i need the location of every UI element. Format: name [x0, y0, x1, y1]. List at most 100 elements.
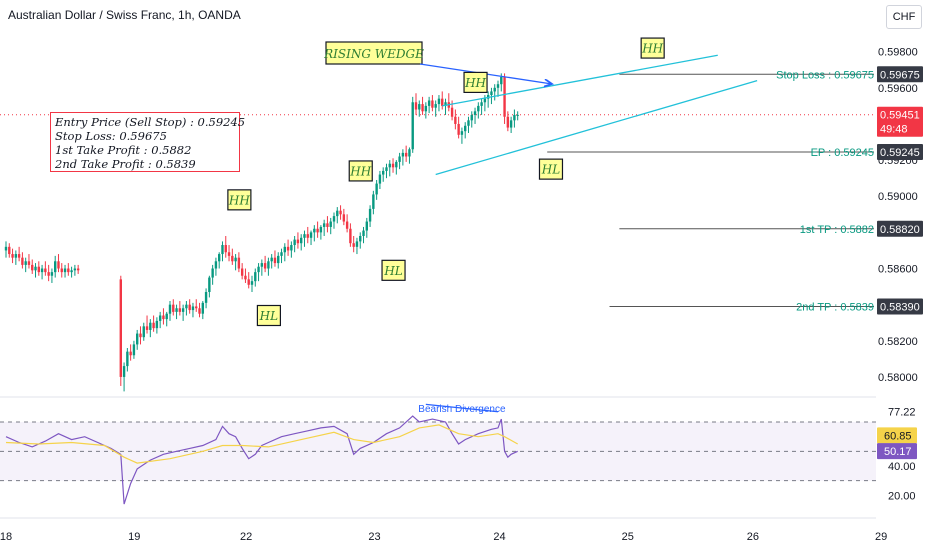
pattern-label: HH: [228, 193, 250, 207]
candle: [257, 266, 260, 273]
pattern-label: HH: [641, 42, 663, 56]
candle: [441, 98, 444, 106]
candle: [293, 239, 296, 246]
symbol-title: Australian Dollar / Swiss Franc, 1h, OAN…: [8, 8, 241, 22]
price-tick-label: 0.58600: [878, 264, 918, 276]
candle: [313, 228, 316, 233]
rsi-badge-label: 50.17: [884, 446, 912, 458]
candle: [303, 234, 306, 238]
candle: [188, 304, 191, 311]
candle: [149, 322, 152, 330]
candle: [418, 104, 421, 110]
candle: [172, 304, 175, 312]
candle: [385, 167, 388, 171]
candle: [57, 261, 60, 269]
candle: [191, 306, 195, 311]
currency-button[interactable]: CHF: [886, 5, 922, 29]
candle: [470, 114, 473, 121]
candle: [401, 152, 405, 157]
candle: [211, 268, 214, 278]
candle: [290, 245, 293, 251]
candle: [260, 263, 264, 267]
candle: [122, 366, 126, 377]
candle: [67, 268, 70, 273]
candle: [60, 268, 63, 273]
candle: [513, 114, 516, 121]
rising-wedge-box: [325, 41, 423, 65]
candle: [516, 114, 519, 116]
candle: [319, 226, 323, 233]
candle: [218, 254, 221, 262]
pattern-label: HH: [349, 164, 371, 178]
level-label: EP : 0.59245: [811, 147, 874, 159]
candle: [221, 245, 224, 255]
candle: [434, 104, 437, 108]
candle: [345, 221, 349, 229]
candle: [464, 125, 467, 132]
rsi-tick-label: 77.22: [888, 406, 916, 418]
candle: [21, 257, 24, 265]
level-label: Stop Loss : 0.59675: [776, 69, 874, 81]
time-tick-label: 29: [875, 531, 887, 543]
candle: [129, 351, 132, 356]
candle: [395, 161, 398, 168]
price-tick-label: 0.59800: [878, 47, 918, 59]
candle: [414, 102, 418, 110]
candle: [44, 268, 47, 273]
rsi-tick-label: 20.00: [888, 490, 916, 502]
rsi-line: [5, 415, 518, 505]
candle: [37, 266, 40, 273]
candle: [398, 156, 401, 162]
pattern-label: HL: [541, 163, 560, 177]
price-tick-label: 0.58000: [878, 372, 918, 384]
candle: [473, 111, 477, 115]
candle: [155, 320, 159, 329]
candle: [336, 210, 339, 217]
candle: [408, 149, 411, 157]
pattern-label-box: [538, 158, 564, 180]
pattern-label-box: [463, 71, 488, 94]
candle: [31, 264, 34, 271]
candle: [480, 102, 483, 106]
pattern-label-box: [640, 37, 665, 59]
candle: [493, 87, 496, 92]
price-badge: [877, 66, 923, 83]
candle: [375, 183, 378, 195]
candle: [14, 254, 18, 258]
pattern-label-box: [227, 189, 252, 211]
candle: [450, 107, 454, 117]
candle: [280, 252, 283, 256]
candle: [208, 277, 211, 293]
candle: [240, 268, 244, 276]
candle: [165, 313, 168, 320]
candle: [119, 279, 122, 377]
candle: [362, 230, 365, 236]
pattern-label-box: [256, 304, 281, 327]
candle: [286, 246, 290, 251]
rsi-tick-label: 40.00: [888, 461, 916, 473]
candle: [378, 174, 382, 184]
candle: [63, 268, 67, 273]
candle: [139, 333, 142, 338]
candle: [342, 214, 346, 222]
candle: [227, 252, 231, 256]
candle: [47, 272, 50, 276]
time-tick-label: 26: [747, 531, 759, 543]
candle: [73, 268, 77, 271]
candle: [198, 308, 201, 314]
rising-wedge-label: RISING WEDGE: [323, 47, 424, 61]
candle: [158, 315, 162, 321]
candle: [388, 163, 391, 168]
level-label: 1st TP : 0.5882: [800, 224, 874, 236]
candle: [359, 235, 362, 242]
candle: [231, 255, 234, 262]
candle: [270, 257, 273, 262]
rsi-badge: [877, 443, 917, 460]
candle: [391, 163, 395, 168]
candle: [247, 279, 250, 285]
price-badge-label: 0.58820: [880, 224, 920, 236]
candle: [329, 221, 332, 227]
price-badge-label: 0.59245: [880, 147, 920, 159]
candle: [234, 257, 237, 262]
countdown-label: 49:48: [880, 124, 908, 136]
